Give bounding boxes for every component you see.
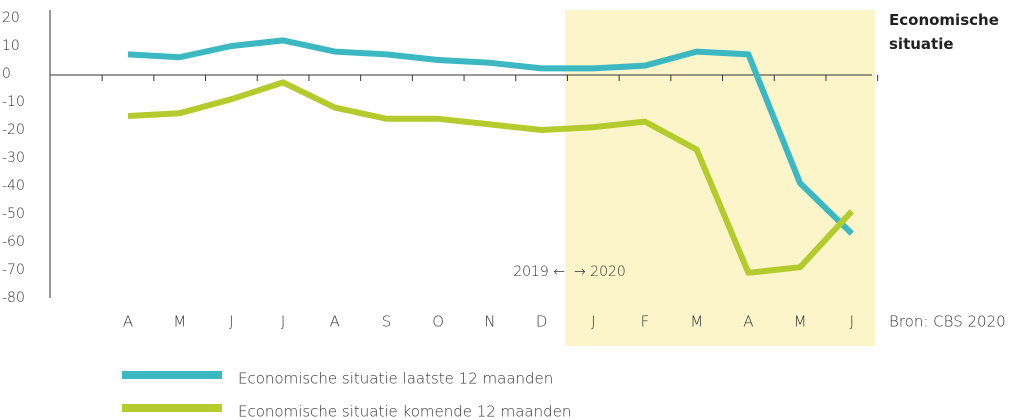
title-line: Economische bbox=[889, 11, 999, 29]
x-tick-label: J bbox=[281, 313, 285, 331]
y-tick-label: -80 bbox=[2, 290, 25, 306]
y-tick-label: -50 bbox=[2, 206, 25, 222]
y-tick-label: 10 bbox=[2, 38, 20, 54]
x-tick-label: D bbox=[536, 313, 548, 331]
y-tick-label: 0 bbox=[2, 66, 11, 82]
y-tick-label: -10 bbox=[2, 94, 25, 110]
legend-label: Economische situatie komende 12 maanden bbox=[238, 403, 571, 420]
series-line bbox=[127, 79, 855, 276]
series-line bbox=[127, 37, 854, 236]
x-tick-label: F bbox=[641, 313, 650, 331]
x-tick-label: J bbox=[591, 313, 595, 331]
y-tick-label: -60 bbox=[2, 234, 25, 250]
x-tick-label: A bbox=[123, 313, 133, 331]
x-tick-label: A bbox=[743, 313, 753, 331]
chart-title: Economische situatie bbox=[889, 11, 999, 53]
y-tick-label: -40 bbox=[2, 178, 25, 194]
title-line: situatie bbox=[889, 35, 954, 53]
legend-label: Economische situatie laatste 12 maanden bbox=[238, 370, 553, 388]
x-tick-label: A bbox=[330, 313, 340, 331]
y-tick-label: -30 bbox=[2, 150, 25, 166]
x-tick-label: S bbox=[382, 313, 392, 331]
x-tick-label: M bbox=[794, 313, 807, 331]
x-tick-label: M bbox=[173, 313, 186, 331]
annotation: → 2020 bbox=[574, 264, 626, 280]
x-tick-label: N bbox=[484, 313, 495, 331]
highlight-2020 bbox=[565, 10, 875, 346]
x-tick-label: O bbox=[432, 313, 444, 331]
annotation: 2019 ← bbox=[513, 264, 565, 280]
x-tick-label: J bbox=[850, 313, 854, 331]
y-tick-label: 20 bbox=[2, 10, 20, 26]
source: Bron: CBS 2020 bbox=[889, 313, 1006, 331]
x-tick-label: M bbox=[690, 313, 703, 331]
x-tick-label: J bbox=[229, 313, 233, 331]
y-tick-label: -20 bbox=[2, 122, 25, 138]
y-tick-label: -70 bbox=[2, 262, 25, 278]
